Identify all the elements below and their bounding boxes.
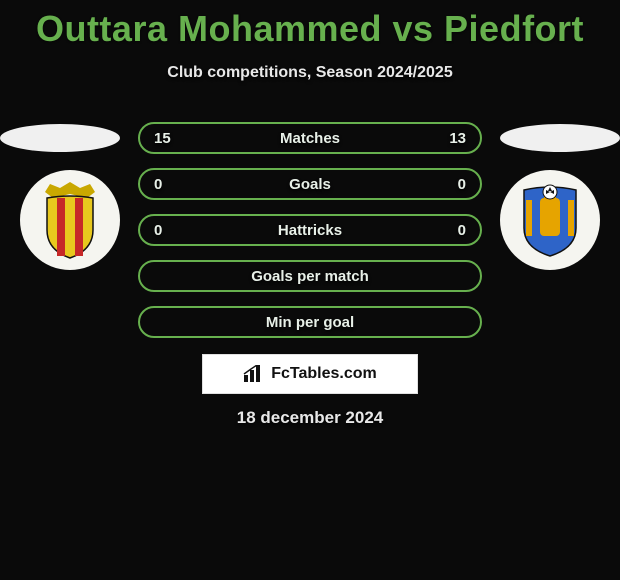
stat-row-hattricks: 0 Hattricks 0	[138, 214, 482, 246]
stat-right-value: 13	[449, 130, 466, 147]
stat-row-goals: 0 Goals 0	[138, 168, 482, 200]
team-crest-left-icon	[20, 170, 120, 270]
page-title: Outtara Mohammed vs Piedfort	[0, 0, 620, 50]
team-crest-right-icon	[500, 170, 600, 270]
stat-left-value: 0	[154, 176, 162, 193]
stat-row-matches: 15 Matches 13	[138, 122, 482, 154]
ellipse-right	[500, 124, 620, 152]
watermark: FcTables.com	[202, 354, 418, 394]
team-badge-left	[20, 170, 120, 270]
stat-label: Goals	[289, 176, 331, 193]
subtitle: Club competitions, Season 2024/2025	[0, 64, 620, 82]
date-line: 18 december 2024	[0, 408, 620, 428]
stat-label: Matches	[280, 130, 340, 147]
stat-label: Goals per match	[251, 268, 369, 285]
stat-right-value: 0	[458, 176, 466, 193]
stat-row-min-per-goal: Min per goal	[138, 306, 482, 338]
stat-label: Min per goal	[266, 314, 354, 331]
stat-row-goals-per-match: Goals per match	[138, 260, 482, 292]
bars-icon	[243, 365, 265, 383]
stat-label: Hattricks	[278, 222, 342, 239]
stat-left-value: 15	[154, 130, 171, 147]
ellipse-left	[0, 124, 120, 152]
stat-right-value: 0	[458, 222, 466, 239]
stat-left-value: 0	[154, 222, 162, 239]
team-badge-right	[500, 170, 600, 270]
comparison-rows: 15 Matches 13 0 Goals 0 0 Hattricks 0 Go…	[138, 122, 482, 338]
watermark-text: FcTables.com	[271, 365, 377, 383]
